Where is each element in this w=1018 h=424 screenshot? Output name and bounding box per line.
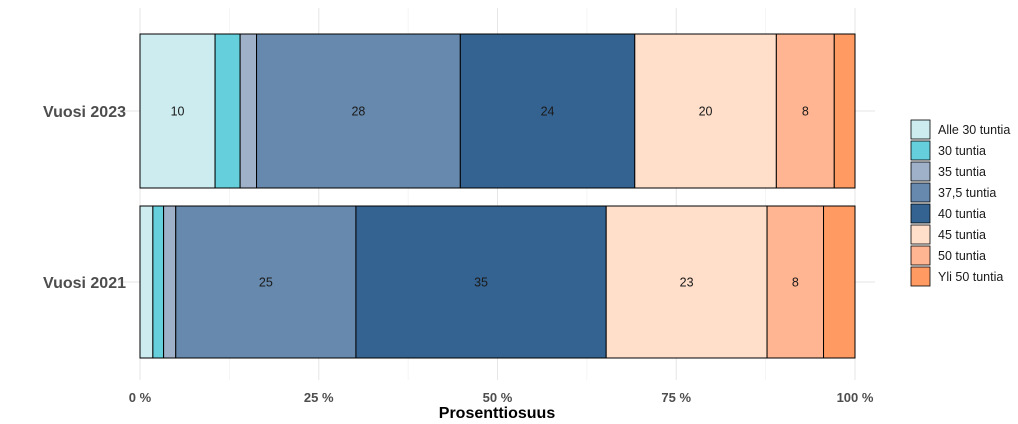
data-label: 20 [699, 105, 713, 119]
legend-swatch [910, 119, 931, 140]
bar-segment [239, 33, 258, 189]
y-axis: Vuosi 2023 Vuosi 2021 [43, 104, 126, 292]
legend-swatch [910, 203, 931, 224]
bar-segment [152, 205, 165, 359]
bar-segment [163, 205, 177, 359]
data-label: 35 [474, 276, 488, 290]
y-tick-label: Vuosi 2021 [43, 275, 126, 292]
x-tick-label: 0 % [129, 390, 152, 405]
x-tick-label: 100 % [837, 390, 874, 405]
legend-swatch [910, 182, 931, 203]
bar-segment [766, 205, 825, 359]
data-label: 24 [541, 105, 555, 119]
legend-swatch [910, 266, 931, 287]
legend-label: 50 tuntia [938, 249, 986, 263]
bar-segment [214, 33, 241, 189]
bar-segment [355, 205, 607, 359]
data-label: 28 [351, 105, 365, 119]
x-tick-label: 75 % [661, 390, 691, 405]
data-label: 25 [259, 276, 273, 290]
bar-segment [833, 33, 856, 189]
data-label: 10 [171, 105, 185, 119]
bar-segment [605, 205, 768, 359]
bar-segment [139, 205, 154, 359]
bar-segment [256, 33, 461, 189]
legend-swatch [910, 140, 931, 161]
y-tick-label: Vuosi 2023 [43, 104, 126, 121]
data-label: 8 [792, 276, 799, 290]
bar-segment [823, 205, 856, 359]
bar-segment [634, 33, 777, 189]
legend-label: 30 tuntia [938, 144, 986, 158]
x-tick-label: 25 % [304, 390, 334, 405]
legend-label: 45 tuntia [938, 228, 986, 242]
data-label: 23 [680, 276, 694, 290]
data-labels-group: 10 28 24 20 8 25 35 23 8 [171, 105, 809, 290]
bar-segment [175, 205, 357, 359]
legend-swatch [910, 224, 931, 245]
legend-swatch [910, 245, 931, 266]
bars-group [139, 33, 856, 359]
x-axis: 0 % 25 % 50 % 75 % 100 % [129, 390, 874, 405]
x-axis-title: Prosenttiosuus [439, 405, 556, 422]
bar-segment [139, 33, 216, 189]
bar-segment [775, 33, 835, 189]
legend-label: Alle 30 tuntia [938, 123, 1010, 137]
legend-swatch [910, 161, 931, 182]
legend-label: 37,5 tuntia [938, 186, 996, 200]
legend: Alle 30 tuntia 30 tuntia 35 tuntia 37,5 tun… [910, 119, 1010, 287]
legend-label: 40 tuntia [938, 207, 986, 221]
legend-label: Yli 50 tuntia [938, 270, 1003, 284]
x-tick-label: 50 % [483, 390, 513, 405]
data-label: 8 [802, 105, 809, 119]
legend-label: 35 tuntia [938, 165, 986, 179]
